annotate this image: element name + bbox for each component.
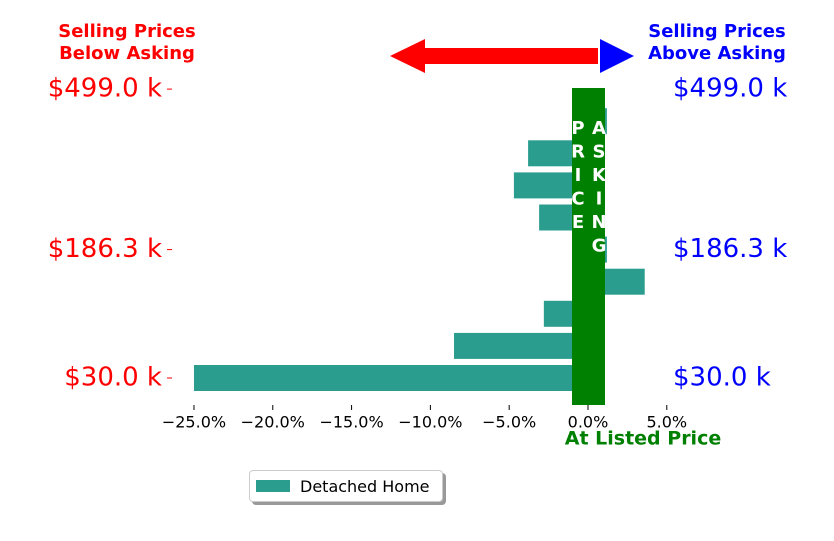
asking-column (572, 88, 605, 405)
legend-label: Detached Home (300, 476, 430, 496)
bar (193, 365, 588, 391)
x-tick-label: 0.0% (568, 413, 609, 432)
asking-label: ASKING PRICE (567, 118, 610, 259)
left-note: Selling Prices (58, 21, 195, 42)
x-tick-label: 5.0% (646, 413, 687, 432)
y-tick-label-left: $30.0 k (64, 363, 162, 393)
legend: Detached Home (249, 470, 443, 502)
left-arrow (390, 39, 598, 73)
right-note: Selling Prices (648, 21, 785, 42)
x-tick-label: −10.0% (398, 413, 462, 432)
right-note: Above Asking (648, 43, 786, 64)
y-tick-label-right: $499.0 k (673, 74, 787, 104)
y-tick-label-left: $186.3 k (48, 234, 162, 264)
y-tick-label-right: $186.3 k (673, 234, 787, 264)
left-note: Below Asking (59, 43, 195, 64)
right-arrow (600, 39, 634, 73)
listed-label: At Listed Price (565, 428, 721, 450)
x-tick-label: −25.0% (162, 413, 226, 432)
bar (454, 332, 588, 359)
legend-swatch (256, 480, 290, 492)
x-tick-label: −5.0% (482, 413, 536, 432)
x-tick-label: −15.0% (319, 413, 383, 432)
x-tick-label: −20.0% (241, 413, 305, 432)
y-tick-label-right: $30.0 k (673, 363, 771, 393)
y-tick-label-left: $499.0 k (48, 74, 162, 104)
